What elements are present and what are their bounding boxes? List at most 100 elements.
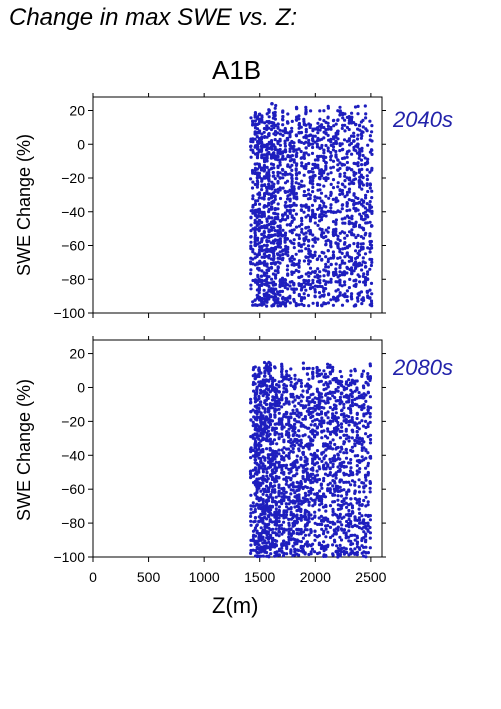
data-point <box>282 486 286 490</box>
data-point <box>357 261 362 265</box>
data-point <box>332 255 336 259</box>
data-point <box>294 133 298 137</box>
data-point <box>267 108 271 112</box>
data-point <box>343 231 347 235</box>
data-point <box>313 134 317 138</box>
data-point <box>257 266 261 271</box>
data-point <box>315 273 320 277</box>
data-point <box>353 547 357 551</box>
data-point <box>259 411 263 415</box>
data-point <box>350 390 354 394</box>
data-point <box>255 387 259 391</box>
data-point <box>270 542 275 546</box>
data-point <box>255 375 259 379</box>
data-point <box>329 206 333 210</box>
data-point <box>305 486 310 490</box>
data-point <box>324 155 328 159</box>
data-point <box>253 516 257 520</box>
data-point <box>336 546 340 550</box>
data-point <box>292 281 296 285</box>
data-point <box>331 447 335 451</box>
data-point <box>356 161 360 165</box>
data-point <box>359 235 363 239</box>
data-point <box>295 513 299 517</box>
data-point <box>315 301 319 305</box>
data-point <box>291 450 295 454</box>
data-point <box>368 220 372 224</box>
data-point <box>343 156 347 160</box>
data-point <box>322 151 326 155</box>
data-point <box>286 287 290 291</box>
data-point <box>360 503 364 507</box>
data-point <box>305 528 309 532</box>
data-point <box>282 438 286 442</box>
data-point <box>286 245 290 249</box>
data-point <box>341 116 345 120</box>
data-point <box>338 192 342 197</box>
data-point <box>317 400 321 405</box>
data-point <box>348 514 352 518</box>
data-point <box>280 364 284 369</box>
data-point <box>324 467 328 471</box>
data-point <box>278 128 282 132</box>
data-point <box>284 369 289 373</box>
data-point <box>347 198 351 202</box>
data-point <box>355 387 359 391</box>
data-point <box>290 259 294 263</box>
data-point <box>290 182 294 186</box>
data-point <box>322 383 326 387</box>
data-point <box>327 293 331 297</box>
data-point <box>262 130 266 134</box>
data-point <box>320 436 324 440</box>
data-point <box>336 528 340 532</box>
data-point <box>260 141 264 145</box>
data-point <box>338 172 342 176</box>
data-point <box>362 298 366 302</box>
data-point <box>324 262 328 266</box>
data-point <box>347 187 351 191</box>
data-point <box>322 125 326 130</box>
data-point <box>297 265 301 269</box>
data-point <box>310 443 315 447</box>
data-point <box>299 479 303 484</box>
data-point <box>253 510 257 514</box>
data-point <box>267 266 271 270</box>
data-point <box>262 262 266 266</box>
data-point <box>286 190 290 194</box>
data-point <box>262 288 266 292</box>
data-point <box>263 374 267 378</box>
data-point <box>267 554 271 558</box>
data-point <box>255 167 259 171</box>
data-point <box>334 270 338 274</box>
data-point <box>277 390 281 394</box>
data-point <box>272 182 276 186</box>
data-point <box>322 457 326 461</box>
data-point <box>266 477 270 481</box>
y-tick-label: −80 <box>61 271 85 287</box>
data-point <box>270 520 274 524</box>
data-point <box>249 450 253 454</box>
data-point <box>311 285 315 289</box>
data-point <box>310 414 314 418</box>
data-point <box>323 372 328 376</box>
data-point <box>354 209 358 213</box>
data-point <box>273 113 277 117</box>
data-point <box>317 516 321 520</box>
data-point <box>258 193 262 197</box>
data-point <box>251 501 255 505</box>
data-point <box>355 550 359 554</box>
data-point <box>280 405 284 409</box>
data-point <box>322 369 326 373</box>
data-point <box>356 143 360 147</box>
data-point <box>294 167 298 171</box>
data-point <box>299 513 303 518</box>
data-point <box>267 132 271 136</box>
data-point <box>316 163 320 167</box>
data-point <box>259 526 263 530</box>
data-point <box>277 553 281 557</box>
data-point <box>326 149 330 153</box>
data-point <box>292 191 296 195</box>
data-point <box>368 546 372 550</box>
